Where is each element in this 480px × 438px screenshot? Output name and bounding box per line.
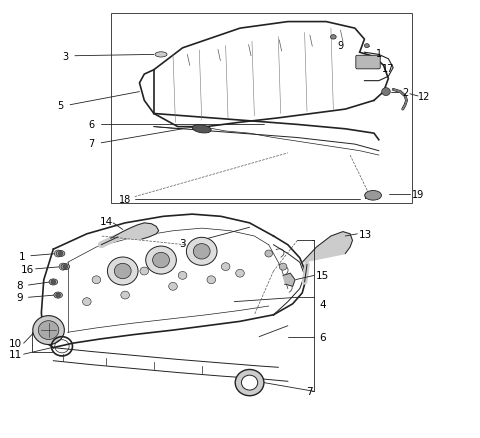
Circle shape bbox=[207, 276, 216, 284]
Circle shape bbox=[186, 238, 217, 266]
Circle shape bbox=[153, 253, 169, 268]
Circle shape bbox=[108, 258, 138, 286]
Text: 11: 11 bbox=[9, 350, 22, 359]
Text: 8: 8 bbox=[16, 280, 23, 290]
Polygon shape bbox=[302, 232, 352, 263]
Circle shape bbox=[168, 283, 177, 290]
Circle shape bbox=[33, 316, 64, 345]
Text: 9: 9 bbox=[337, 41, 344, 51]
Ellipse shape bbox=[155, 53, 167, 58]
Ellipse shape bbox=[61, 264, 70, 270]
Text: 12: 12 bbox=[418, 92, 431, 102]
Text: 2: 2 bbox=[402, 88, 408, 97]
Circle shape bbox=[59, 264, 67, 271]
Bar bbox=[111, 14, 412, 204]
Circle shape bbox=[56, 293, 60, 297]
Text: 9: 9 bbox=[16, 293, 23, 303]
Circle shape bbox=[83, 298, 91, 306]
Circle shape bbox=[235, 370, 264, 396]
Circle shape bbox=[51, 280, 56, 285]
Ellipse shape bbox=[49, 279, 58, 286]
Text: 18: 18 bbox=[119, 194, 131, 205]
Circle shape bbox=[121, 291, 130, 299]
Text: 16: 16 bbox=[20, 264, 34, 274]
Ellipse shape bbox=[54, 292, 62, 298]
Circle shape bbox=[38, 321, 59, 340]
FancyBboxPatch shape bbox=[356, 56, 380, 70]
Circle shape bbox=[92, 276, 101, 284]
Text: 17: 17 bbox=[382, 64, 395, 74]
Ellipse shape bbox=[192, 125, 211, 134]
Polygon shape bbox=[283, 274, 295, 287]
Circle shape bbox=[146, 247, 176, 275]
Ellipse shape bbox=[364, 45, 369, 49]
Circle shape bbox=[54, 251, 62, 258]
Circle shape bbox=[58, 252, 63, 256]
Ellipse shape bbox=[365, 191, 382, 201]
Text: 15: 15 bbox=[316, 271, 329, 281]
Text: 14: 14 bbox=[99, 216, 113, 226]
Text: 7: 7 bbox=[88, 138, 95, 148]
Circle shape bbox=[279, 264, 287, 271]
Text: 6: 6 bbox=[319, 332, 325, 342]
Ellipse shape bbox=[56, 251, 65, 257]
Circle shape bbox=[241, 375, 258, 390]
Circle shape bbox=[140, 268, 149, 276]
Text: 10: 10 bbox=[9, 339, 22, 348]
Text: 13: 13 bbox=[359, 229, 372, 239]
Text: 5: 5 bbox=[58, 100, 64, 110]
Text: 3: 3 bbox=[62, 52, 68, 62]
Polygon shape bbox=[111, 223, 158, 240]
Text: 4: 4 bbox=[319, 299, 325, 309]
Circle shape bbox=[265, 251, 273, 258]
Circle shape bbox=[193, 244, 210, 259]
Text: 19: 19 bbox=[412, 190, 424, 200]
Circle shape bbox=[382, 88, 390, 96]
Text: 7: 7 bbox=[306, 386, 312, 396]
Text: 1: 1 bbox=[19, 251, 25, 261]
Circle shape bbox=[178, 272, 187, 280]
Text: 6: 6 bbox=[89, 120, 95, 130]
Ellipse shape bbox=[330, 35, 336, 40]
Circle shape bbox=[236, 270, 244, 278]
Circle shape bbox=[114, 264, 131, 279]
Circle shape bbox=[63, 265, 68, 269]
Text: 3: 3 bbox=[179, 238, 186, 248]
Circle shape bbox=[221, 263, 230, 271]
Text: 1: 1 bbox=[376, 49, 382, 59]
